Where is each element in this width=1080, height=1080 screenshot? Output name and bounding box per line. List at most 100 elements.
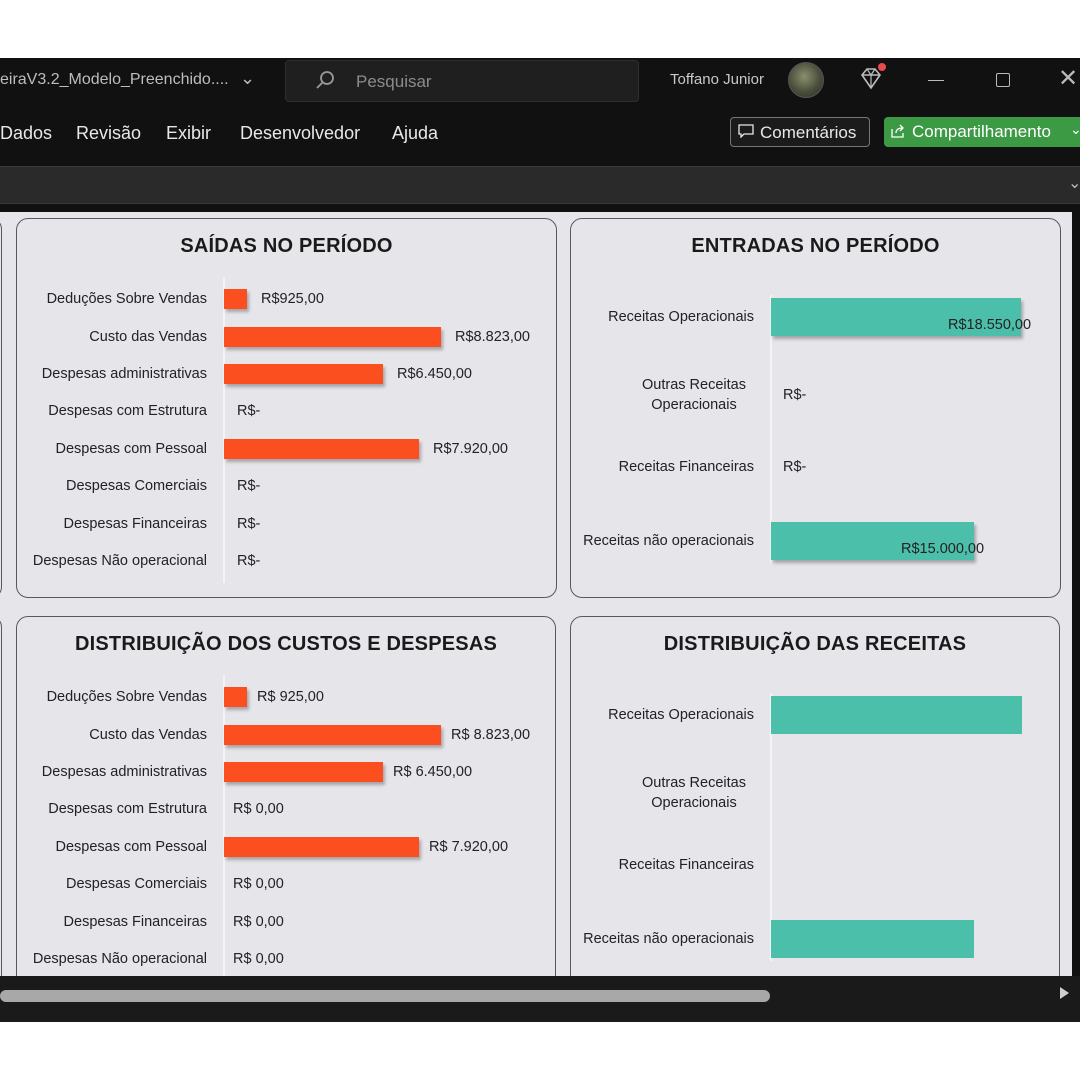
notification-dot bbox=[878, 63, 886, 71]
category-label-despesas-administrativas: Despesas administrativas bbox=[41, 764, 207, 780]
category-label-despesas-financeiras: Despesas Financeiras bbox=[63, 516, 207, 532]
data-label-despesas-administrativas: R$6.450,00 bbox=[397, 366, 472, 382]
data-label-outras-receitas-operacionais: R$- bbox=[783, 387, 807, 403]
search-placeholder: Pesquisar bbox=[356, 72, 432, 91]
chevron-down-icon[interactable]: ⌄ bbox=[1068, 175, 1080, 192]
excel-window: eiraV3.2_Modelo_Preenchido.... ⌄ Pesquis… bbox=[0, 58, 1080, 1022]
category-label-receitas-operacionais: Receitas Operacionais bbox=[608, 707, 754, 723]
data-label-receitas-operacionais: R$18.550,00 bbox=[948, 317, 1032, 333]
premium-diamond-icon[interactable] bbox=[858, 66, 884, 92]
data-label-despesas-com-estrutura: R$ 0,00 bbox=[233, 801, 284, 817]
category-label-deducoes-sobre-vendas: Deduções Sobre Vendas bbox=[46, 291, 207, 307]
bar-custo-das-vendas[interactable] bbox=[224, 725, 441, 745]
category-label-deducoes-sobre-vendas: Deduções Sobre Vendas bbox=[46, 689, 207, 705]
panel-title: DISTRIBUIÇÃO DOS CUSTOS E DESPESAS bbox=[74, 633, 498, 655]
panel-entradas: ENTRADAS NO PERÍODO Receitas Operacionai… bbox=[570, 218, 1061, 598]
category-label-despesas-com-estrutura: Despesas com Estrutura bbox=[48, 801, 207, 817]
category-label-outras-receitas-operacionais: Outras Receitas Operacionais bbox=[642, 775, 746, 811]
comment-icon bbox=[738, 124, 754, 138]
category-label-despesas-comerciais: Despesas Comerciais bbox=[65, 478, 207, 494]
data-label-despesas-financeiras: R$ 0,00 bbox=[233, 914, 284, 930]
document-title[interactable]: eiraV3.2_Modelo_Preenchido.... bbox=[0, 71, 229, 88]
category-label-despesas-com-estrutura: Despesas com Estrutura bbox=[48, 403, 207, 419]
minimize-icon[interactable] bbox=[928, 80, 944, 81]
category-label-outras-receitas-operacionais: Outras Receitas Operacionais bbox=[642, 377, 746, 413]
tab-ajuda[interactable]: Ajuda bbox=[392, 123, 439, 143]
bar-receitas-operacionais[interactable] bbox=[771, 298, 1021, 336]
chart-axis bbox=[770, 693, 772, 961]
category-label-custo-das-vendas: Custo das Vendas bbox=[89, 329, 207, 345]
panel-distribuicao-custos: DISTRIBUIÇÃO DOS CUSTOS E DESPESAS Deduç… bbox=[16, 616, 556, 976]
chart-axis bbox=[223, 277, 225, 583]
chevron-down-icon[interactable]: ⌄ bbox=[1070, 121, 1080, 137]
panel-distribuicao-receitas: DISTRIBUIÇÃO DAS RECEITAS Receitas Opera… bbox=[570, 616, 1060, 976]
tab-dados[interactable]: Dados bbox=[0, 123, 53, 143]
category-label-despesas-nao-operacional: Despesas Não operacional bbox=[32, 553, 207, 569]
data-label-despesas-comerciais: R$- bbox=[237, 478, 261, 494]
category-label-despesas-comerciais: Despesas Comerciais bbox=[65, 876, 207, 892]
panel-title: SAÍDAS NO PERÍODO bbox=[180, 235, 393, 257]
search-box[interactable]: Pesquisar bbox=[285, 60, 639, 102]
tab-desenvolvedor[interactable]: Desenvolvedor bbox=[240, 123, 361, 143]
data-label-receitas-financeiras: R$- bbox=[783, 459, 807, 475]
category-label-despesas-nao-operacional: Despesas Não operacional bbox=[32, 951, 207, 967]
scroll-right-arrow-icon[interactable] bbox=[1060, 987, 1069, 999]
panel-left-partial-top bbox=[0, 218, 2, 598]
bar-receitas-operacionais[interactable] bbox=[771, 696, 1022, 734]
data-label-despesas-com-pessoal: R$ 7.920,00 bbox=[429, 839, 509, 855]
data-label-despesas-nao-operacional: R$ 0,00 bbox=[233, 951, 284, 967]
category-label-despesas-administrativas: Despesas administrativas bbox=[41, 366, 207, 382]
horizontal-scrollbar[interactable] bbox=[0, 976, 1080, 1022]
category-label-custo-das-vendas: Custo das Vendas bbox=[89, 727, 207, 743]
category-label-despesas-com-pessoal: Despesas com Pessoal bbox=[55, 441, 207, 457]
bar-receitas-nao-operacionais[interactable] bbox=[771, 920, 974, 958]
panel-saidas: SAÍDAS NO PERÍODO Deduções Sobre Vendas R… bbox=[16, 218, 557, 598]
comments-button[interactable]: Comentários bbox=[730, 117, 870, 147]
data-label-deducoes-sobre-vendas: R$ 925,00 bbox=[257, 689, 324, 705]
data-label-despesas-com-pessoal: R$7.920,00 bbox=[433, 441, 508, 457]
bar-receitas-nao-operacionais[interactable] bbox=[771, 522, 974, 560]
restore-icon[interactable] bbox=[996, 73, 1010, 87]
category-label-receitas-nao-operacionais: Receitas não operacionais bbox=[583, 533, 754, 549]
category-label-receitas-operacionais: Receitas Operacionais bbox=[608, 309, 754, 325]
data-label-deducoes-sobre-vendas: R$925,00 bbox=[261, 291, 324, 307]
title-bar: eiraV3.2_Modelo_Preenchido.... ⌄ Pesquis… bbox=[0, 58, 1080, 104]
data-label-receitas-nao-operacionais: R$15.000,00 bbox=[901, 541, 985, 557]
data-label-despesas-com-estrutura: R$- bbox=[237, 403, 261, 419]
data-label-despesas-nao-operacional: R$- bbox=[237, 553, 261, 569]
chart-axis bbox=[770, 295, 772, 563]
panel-title: DISTRIBUIÇÃO DAS RECEITAS bbox=[663, 633, 967, 655]
user-name[interactable]: Toffano Junior bbox=[670, 71, 764, 88]
bar-despesas-administrativas[interactable] bbox=[224, 762, 383, 782]
close-icon[interactable]: ✕ bbox=[1058, 65, 1079, 92]
chevron-down-icon[interactable]: ⌄ bbox=[240, 68, 256, 88]
panel-left-partial-bottom bbox=[0, 616, 2, 976]
share-icon bbox=[891, 124, 904, 138]
panel-title: ENTRADAS NO PERÍODO bbox=[691, 235, 940, 257]
search-icon bbox=[316, 71, 334, 89]
share-button[interactable]: Compartilhamento ⌄ bbox=[884, 117, 1080, 147]
scrollbar-thumb[interactable] bbox=[0, 990, 770, 1002]
avatar[interactable] bbox=[788, 62, 824, 98]
bar-deducoes-sobre-vendas[interactable] bbox=[224, 289, 247, 309]
bar-deducoes-sobre-vendas[interactable] bbox=[224, 687, 247, 707]
worksheet-dashboard: SAÍDAS NO PERÍODO Deduções Sobre Vendas R… bbox=[0, 212, 1072, 976]
tab-exibir[interactable]: Exibir bbox=[166, 123, 212, 143]
data-label-custo-das-vendas: R$8.823,00 bbox=[455, 329, 530, 345]
category-label-receitas-financeiras: Receitas Financeiras bbox=[618, 857, 754, 873]
data-label-custo-das-vendas: R$ 8.823,00 bbox=[451, 727, 531, 743]
category-label-despesas-financeiras: Despesas Financeiras bbox=[63, 914, 207, 930]
tab-revisao[interactable]: Revisão bbox=[76, 123, 142, 143]
bar-despesas-com-pessoal[interactable] bbox=[224, 439, 419, 459]
share-label: Compartilhamento bbox=[912, 122, 1051, 141]
bar-despesas-com-pessoal[interactable] bbox=[224, 837, 419, 857]
bar-custo-das-vendas[interactable] bbox=[224, 327, 441, 347]
bar-despesas-administrativas[interactable] bbox=[224, 364, 383, 384]
chart-axis bbox=[223, 675, 225, 976]
formula-bar[interactable]: ⌄ bbox=[0, 166, 1080, 204]
data-label-despesas-financeiras: R$- bbox=[237, 516, 261, 532]
data-label-despesas-administrativas: R$ 6.450,00 bbox=[393, 764, 473, 780]
category-label-receitas-financeiras: Receitas Financeiras bbox=[618, 459, 754, 475]
data-label-despesas-comerciais: R$ 0,00 bbox=[233, 876, 284, 892]
category-label-despesas-com-pessoal: Despesas com Pessoal bbox=[55, 839, 207, 855]
